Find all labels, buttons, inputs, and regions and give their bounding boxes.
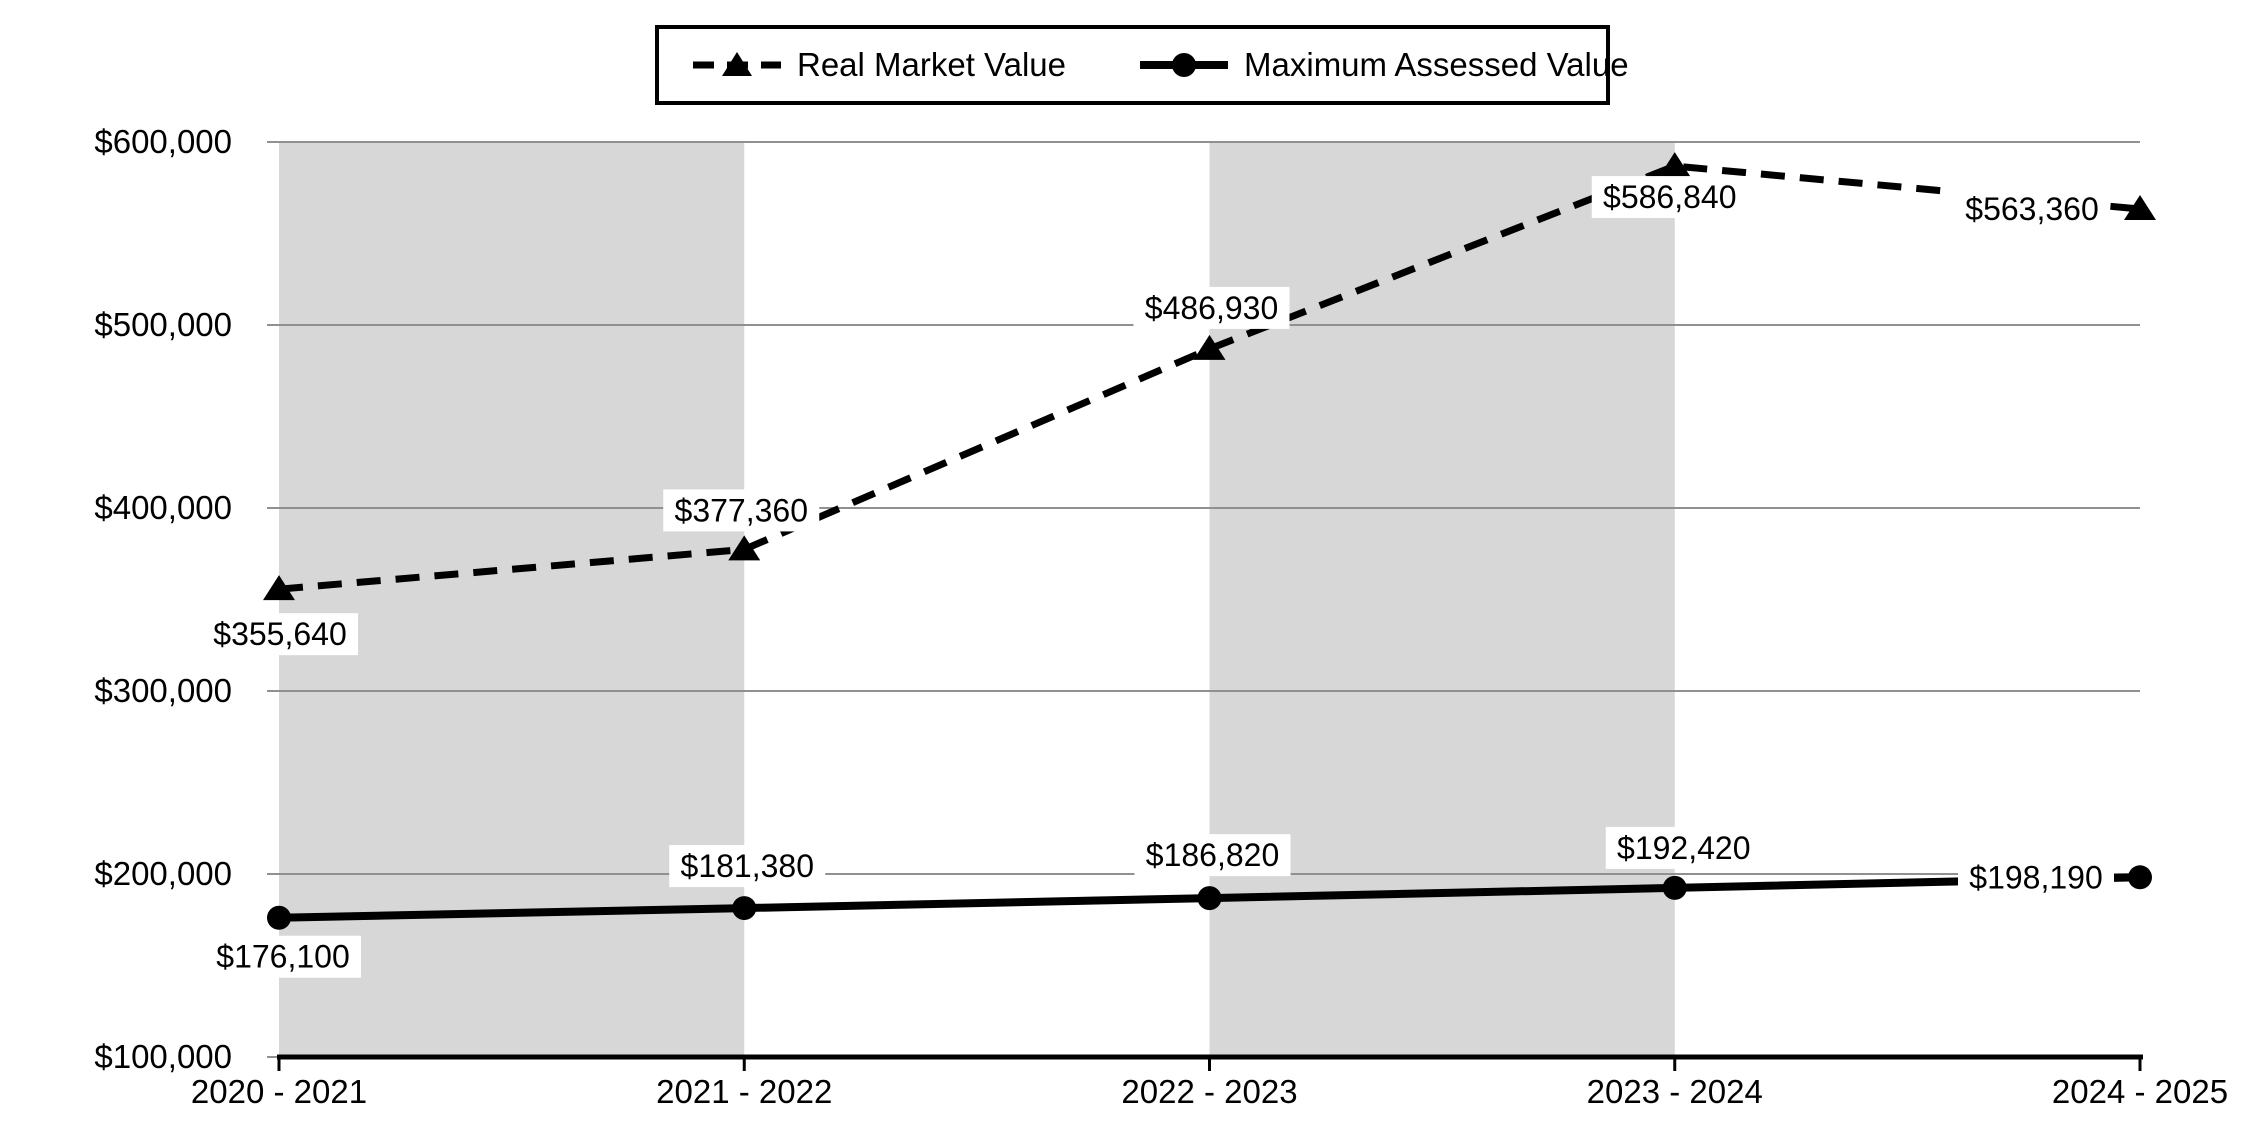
legend-item-real-market-value: Real Market Value: [691, 46, 1066, 84]
shaded-band: [279, 142, 745, 1057]
x-axis-label: 2023 - 2024: [1587, 1073, 1763, 1110]
circle-marker: [267, 905, 291, 930]
data-label: $586,840: [1603, 179, 1736, 215]
legend: Real Market Value Maximum Assessed Value: [655, 25, 1629, 105]
x-axis-label: 2024 - 2025: [2052, 1073, 2228, 1110]
triangle-marker: [263, 575, 295, 601]
data-label-background: [1605, 826, 1762, 869]
x-axis-label: 2022 - 2023: [1121, 1073, 1297, 1110]
data-label: $355,640: [213, 616, 346, 652]
x-axis-label: 2020 - 2021: [191, 1073, 367, 1110]
shaded-band: [1209, 142, 1675, 1057]
data-label: $377,360: [675, 492, 808, 528]
triangle-marker: [728, 535, 761, 561]
y-axis-label: $600,000: [94, 123, 232, 160]
data-label-background: [1954, 188, 2110, 231]
y-axis-label: $400,000: [94, 489, 232, 526]
data-label: $563,360: [1965, 191, 2098, 227]
data-label-background: [1134, 834, 1291, 877]
y-axis-label: $100,000: [94, 1038, 232, 1075]
y-axis-label: $300,000: [94, 672, 232, 709]
circle-marker: [2128, 865, 2152, 890]
circle-marker: [1662, 875, 1687, 900]
triangle-marker: [1658, 152, 1691, 178]
data-label: $198,190: [1969, 859, 2102, 895]
data-label: $181,380: [681, 848, 814, 884]
data-label: $192,420: [1617, 830, 1750, 866]
data-label-background: [202, 613, 358, 656]
data-label-background: [1958, 856, 2114, 899]
solid-line-circle-marker-icon: [1140, 53, 1229, 77]
legend-label-real-market-value: Real Market Value: [797, 46, 1067, 83]
circle-marker: [732, 896, 757, 921]
data-label-background: [669, 845, 826, 888]
data-label-background: [663, 489, 820, 532]
x-axis-label: 2021 - 2022: [656, 1073, 832, 1110]
triangle-marker: [1193, 334, 1226, 360]
y-axis-label: $500,000: [94, 306, 232, 343]
legend-item-maximum-assessed-value: Maximum Assessed Value: [1138, 46, 1629, 84]
data-label-background: [1591, 176, 1748, 219]
data-label: $486,930: [1145, 290, 1278, 326]
legend-label-maximum-assessed-value: Maximum Assessed Value: [1244, 46, 1629, 83]
dashed-line-triangle-marker-icon: [693, 52, 781, 76]
data-label: $186,820: [1146, 837, 1279, 873]
y-axis-label: $200,000: [94, 855, 232, 892]
triangle-marker: [2124, 195, 2156, 221]
data-label-background: [205, 935, 361, 978]
circle-marker: [1197, 886, 1222, 911]
data-label-background: [1133, 286, 1290, 329]
data-label: $176,100: [216, 939, 349, 975]
